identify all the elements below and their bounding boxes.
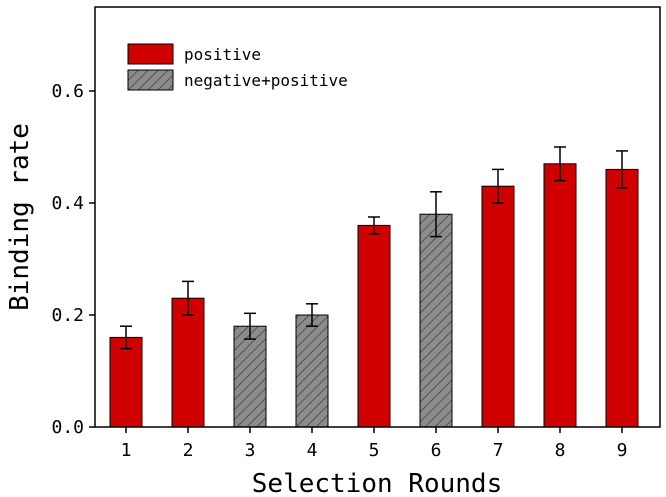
bar-1	[109, 336, 143, 428]
legend-swatch-1	[127, 69, 174, 91]
x-tick-label-5: 5	[369, 440, 380, 461]
bar-9	[605, 168, 639, 428]
x-axis-label: Selection Rounds	[252, 469, 502, 497]
legend-label-0: positive	[184, 45, 261, 64]
x-tick-label-2: 2	[183, 440, 194, 461]
bar-5	[357, 224, 391, 428]
x-tick-label-3: 3	[245, 440, 256, 461]
y-tick-label-1: 0.2	[51, 305, 84, 326]
legend-label-1: negative+positive	[184, 71, 348, 90]
bar-6	[419, 213, 453, 428]
bar-7	[481, 185, 515, 428]
y-tick-label-3: 0.6	[51, 81, 84, 102]
bar-8	[543, 163, 577, 428]
bar-2	[171, 297, 205, 428]
x-tick-label-9: 9	[617, 440, 628, 461]
y-axis-label: Binding rate	[5, 123, 35, 311]
bar-4	[295, 314, 329, 428]
x-tick-label-8: 8	[555, 440, 566, 461]
legend-swatch-0	[127, 43, 174, 65]
x-tick-label-7: 7	[493, 440, 504, 461]
plot-area-frame	[94, 6, 661, 428]
y-tick-label-2: 0.4	[51, 193, 84, 214]
bar-3	[233, 325, 267, 428]
x-tick-label-4: 4	[307, 440, 318, 461]
x-tick-label-1: 1	[121, 440, 132, 461]
x-tick-label-6: 6	[431, 440, 442, 461]
y-tick-label-0: 0.0	[51, 417, 84, 438]
